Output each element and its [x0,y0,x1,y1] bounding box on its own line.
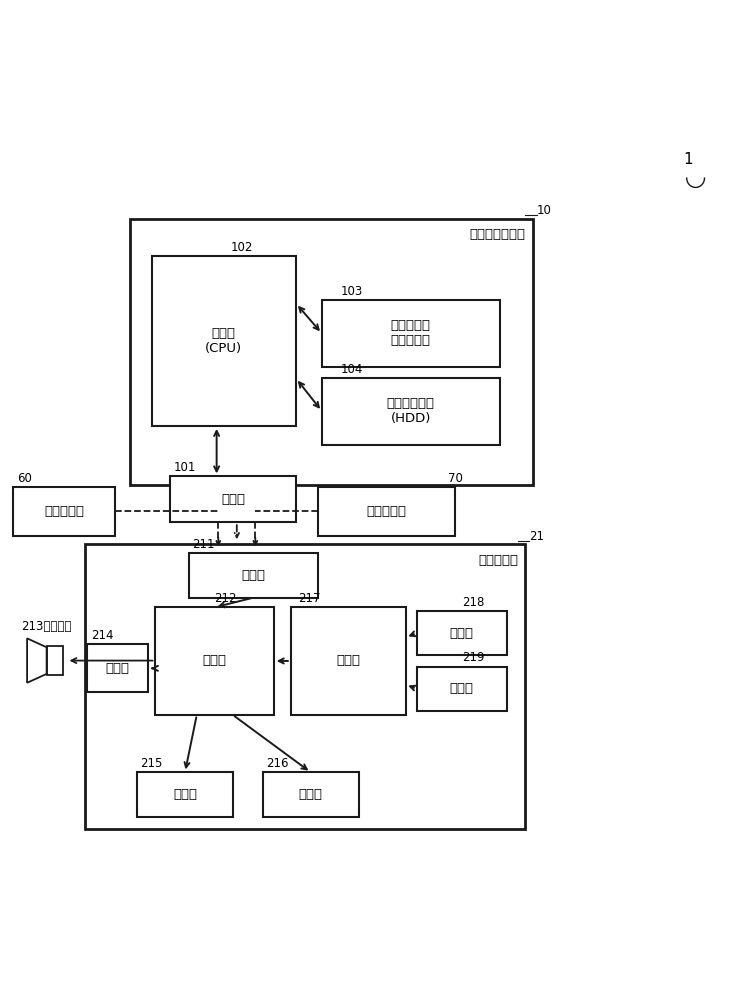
Bar [155,607,274,715]
Bar [13,487,115,536]
Bar [263,772,359,817]
Text: 218: 218 [462,596,484,609]
Text: 60: 60 [17,472,32,485]
Text: 扫除机器人: 扫除机器人 [478,554,518,567]
Text: 通信部: 通信部 [241,569,266,582]
Text: 外部服务器: 外部服务器 [366,505,407,518]
Bar [152,256,296,426]
Bar [291,607,406,715]
Polygon shape [27,638,47,683]
Text: 扫除部: 扫除部 [173,788,197,801]
Bar [130,219,533,485]
Text: 215: 215 [141,757,163,770]
Text: 通信部: 通信部 [221,493,245,506]
Text: 219: 219 [462,651,484,664]
Bar [87,644,148,692]
Text: 211: 211 [192,538,215,551]
Text: 获取部: 获取部 [336,654,360,667]
Text: 102: 102 [231,241,253,254]
Text: 运营商终端: 运营商终端 [44,505,84,518]
Bar [189,553,318,598]
Text: 216: 216 [266,757,289,770]
Text: 主存储装置
（存储器）: 主存储装置 （存储器） [391,319,431,347]
Bar [85,544,525,829]
Text: 70: 70 [448,472,462,485]
Bar [47,646,63,675]
Text: 控制部: 控制部 [203,654,226,667]
Text: 213：扬声器: 213：扬声器 [21,620,71,633]
Text: 驱动部: 驱动部 [299,788,323,801]
Text: 显示部: 显示部 [106,662,130,675]
Text: 控制部
(CPU): 控制部 (CPU) [205,327,243,355]
Text: 214: 214 [91,629,113,642]
Text: 212: 212 [215,592,237,605]
Bar [322,300,500,367]
Text: 217: 217 [298,592,320,605]
Text: 101: 101 [174,461,196,474]
Text: 10: 10 [536,204,551,217]
Text: 麦克风: 麦克风 [450,627,474,640]
Bar [170,476,296,522]
Text: 103: 103 [340,285,363,298]
Text: 1: 1 [683,152,693,167]
Text: 104: 104 [340,363,363,376]
Text: 辅助存储装置
(HDD): 辅助存储装置 (HDD) [387,397,434,425]
Bar [417,611,507,655]
Text: 21: 21 [529,530,544,543]
Bar [137,772,233,817]
Text: 设备控制服务器: 设备控制服务器 [469,228,525,241]
Bar [417,666,507,711]
Bar [322,378,500,444]
Text: 操作部: 操作部 [450,682,474,695]
Bar [318,487,455,536]
